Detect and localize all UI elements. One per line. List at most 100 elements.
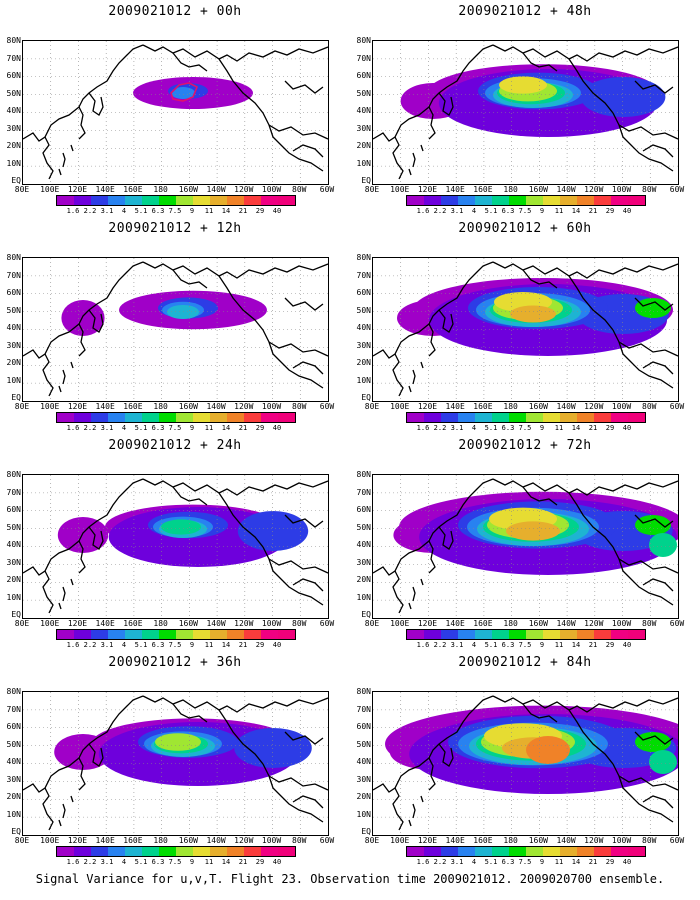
colorbar-swatch xyxy=(475,413,492,422)
colorbar-swatch xyxy=(611,413,628,422)
colorbar-swatch xyxy=(91,413,108,422)
variance-contour xyxy=(526,736,570,764)
coastline xyxy=(438,309,454,333)
latitude-label: 30N xyxy=(356,123,371,133)
colorbar xyxy=(406,412,646,423)
latitude-label: 10N xyxy=(6,592,21,602)
longitude-label: 80E xyxy=(364,402,380,411)
panel-title: 2009021012 + 72h xyxy=(458,438,592,453)
latitude-label: 20N xyxy=(6,575,21,584)
colorbar-swatch xyxy=(407,630,424,639)
coastline xyxy=(58,602,62,610)
colorbar-label: 1.6 xyxy=(66,207,80,215)
longitude-label: 80W xyxy=(642,402,657,411)
colorbar-label: 29 xyxy=(605,207,615,215)
colorbar-swatch xyxy=(210,413,227,422)
colorbar-swatch xyxy=(611,630,628,639)
colorbar-label: 11 xyxy=(204,424,214,432)
coastline xyxy=(142,44,324,172)
colorbar-swatch xyxy=(526,196,543,205)
longitude-label: 80W xyxy=(292,619,307,628)
colorbar-label: 2.2 xyxy=(83,641,97,649)
variance-map xyxy=(22,257,329,402)
variance-contour xyxy=(161,519,201,535)
colorbar-swatch xyxy=(125,196,142,205)
coastline xyxy=(42,136,54,180)
colorbar-swatch xyxy=(577,413,594,422)
longitude-label: 100W xyxy=(611,402,632,411)
coastline xyxy=(634,297,674,311)
colorbar-label: 21 xyxy=(588,641,598,649)
colorbar-label: 5.1 xyxy=(484,207,498,215)
longitude-label: 140W xyxy=(206,402,226,411)
colorbar-swatch xyxy=(509,196,526,205)
panel-title: 2009021012 + 00h xyxy=(108,4,242,19)
colorbar-swatch xyxy=(278,196,295,205)
colorbar-label: 14 xyxy=(221,641,231,649)
variance-map xyxy=(372,691,679,836)
coastline xyxy=(268,775,328,791)
panel-title: 2009021012 + 24h xyxy=(108,438,242,453)
coastline xyxy=(142,695,324,823)
coastline xyxy=(642,578,674,592)
colorbar-swatch xyxy=(543,413,560,422)
variance-contour xyxy=(580,77,666,117)
colorbar-label: 9 xyxy=(189,641,195,649)
longitude-label: 180 xyxy=(153,402,168,411)
colorbar-swatch xyxy=(594,413,611,422)
longitude-label: 120E xyxy=(67,619,88,628)
colorbar-swatch xyxy=(176,630,193,639)
longitude-label: 160E xyxy=(473,185,493,194)
colorbar-label: 1.6 xyxy=(66,424,80,432)
colorbar-swatch xyxy=(543,630,560,639)
colorbar-label: 40 xyxy=(622,207,632,215)
colorbar-label: 14 xyxy=(571,858,581,866)
coastline xyxy=(23,478,144,576)
latitude-label: 30N xyxy=(6,340,21,350)
colorbar-label: 1.6 xyxy=(66,641,80,649)
colorbar-label: 21 xyxy=(238,641,248,649)
longitude-label: 140E xyxy=(95,185,115,194)
colorbar-label: 4 xyxy=(121,858,127,866)
coastline xyxy=(392,136,404,180)
longitude-label: 120W xyxy=(234,619,254,628)
longitude-label: 140E xyxy=(445,185,465,194)
latitude-label: EQ xyxy=(361,393,371,402)
coastline xyxy=(78,323,86,357)
colorbar-swatch xyxy=(159,196,176,205)
latitude-label: EQ xyxy=(11,393,21,402)
colorbar-swatch xyxy=(441,630,458,639)
coastline xyxy=(408,602,412,610)
coastline xyxy=(373,695,494,793)
colorbar-swatch xyxy=(91,847,108,856)
variance-map xyxy=(372,257,679,402)
colorbar-swatch xyxy=(244,847,261,856)
colorbar-swatch xyxy=(244,196,261,205)
colorbar-swatch xyxy=(611,847,628,856)
coastline xyxy=(284,514,324,528)
colorbar-label: 40 xyxy=(622,641,632,649)
longitude-label: 120E xyxy=(67,836,88,845)
coastline xyxy=(42,353,54,397)
variance-contour xyxy=(171,87,195,99)
colorbar-swatch xyxy=(74,196,91,205)
colorbar-swatch xyxy=(74,847,91,856)
longitude-label: 80E xyxy=(364,836,380,845)
latitude-label: 40N xyxy=(356,540,371,549)
coastline xyxy=(642,361,674,375)
coastline xyxy=(142,478,324,606)
map-panel: 2009021012 + 12h 80N 70N 60N 50N 40N 30N 20N 10N… xyxy=(0,217,350,435)
colorbar-label: 7.5 xyxy=(518,858,532,866)
colorbar-swatch xyxy=(57,413,74,422)
coastline xyxy=(70,144,74,152)
variance-contour xyxy=(510,305,556,323)
coastline xyxy=(568,263,678,279)
colorbar-label: 7.5 xyxy=(168,641,182,649)
latitude-label: EQ xyxy=(11,610,21,619)
longitude-label: 120E xyxy=(67,402,88,411)
colorbar-label: 4 xyxy=(121,207,127,215)
longitude-label: 120W xyxy=(584,619,604,628)
colorbar-swatch xyxy=(407,196,424,205)
colorbar-label: 11 xyxy=(554,858,564,866)
coastline xyxy=(218,480,328,496)
